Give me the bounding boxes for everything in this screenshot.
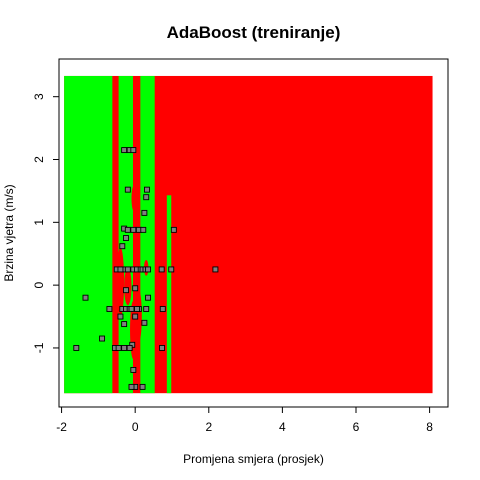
- region-blob-red: [131, 185, 136, 212]
- data-point: [115, 345, 122, 351]
- data-point: [143, 306, 150, 312]
- data-point: [130, 366, 137, 373]
- data-point: [106, 306, 113, 312]
- x-tick-label: -2: [56, 420, 67, 434]
- data-point: [128, 383, 135, 390]
- y-axis: -1 0 1 2 3: [32, 93, 60, 353]
- data-point: [168, 266, 175, 273]
- data-point: [128, 306, 135, 312]
- data-point: [144, 186, 150, 193]
- data-point: [134, 306, 140, 312]
- data-point: [123, 287, 129, 294]
- x-axis: -2 0 2 4 6 8: [56, 406, 433, 434]
- data-point: [141, 209, 148, 216]
- data-point: [159, 306, 166, 312]
- data-point: [119, 243, 126, 250]
- data-point: [121, 345, 128, 351]
- data-point: [132, 313, 139, 320]
- data-point: [126, 345, 133, 351]
- x-tick-label: 2: [205, 420, 212, 434]
- data-point: [159, 345, 165, 351]
- data-point: [139, 383, 146, 390]
- region-band-green: [166, 195, 172, 394]
- x-tick-label: 4: [279, 420, 286, 434]
- data-point: [123, 235, 129, 241]
- x-tick-label: 0: [132, 420, 139, 434]
- data-point: [124, 226, 131, 233]
- data-point: [143, 194, 150, 201]
- data-point: [130, 226, 137, 233]
- data-point: [141, 319, 148, 326]
- chart-title: AdaBoost (treniranje): [167, 23, 341, 42]
- data-point: [145, 294, 152, 301]
- data-point: [121, 147, 128, 154]
- region-blob-red: [135, 290, 142, 342]
- data-point: [117, 313, 124, 320]
- y-tick-label: 3: [32, 93, 46, 100]
- y-tick-label: -1: [32, 342, 46, 353]
- data-point: [145, 266, 152, 273]
- x-tick-label: 8: [426, 420, 433, 434]
- x-axis-title: Promjena smjera (prosjek): [183, 452, 324, 466]
- region-blob-red: [124, 267, 132, 306]
- data-point: [99, 335, 106, 342]
- y-tick-label: 1: [32, 219, 46, 226]
- y-tick-label: 0: [32, 281, 46, 288]
- y-tick-label: 2: [32, 156, 46, 163]
- data-point: [158, 266, 165, 273]
- data-point: [140, 226, 147, 233]
- y-axis-title: Brzina vjetra (m/s): [2, 184, 16, 281]
- data-point: [121, 321, 128, 328]
- data-point: [82, 294, 89, 301]
- data-point: [124, 266, 131, 273]
- data-point: [117, 266, 124, 273]
- data-point: [132, 285, 139, 292]
- region-blob-red: [116, 247, 125, 317]
- data-point: [73, 345, 80, 351]
- data-point: [212, 266, 219, 273]
- data-point: [124, 186, 131, 193]
- region-band-green: [64, 75, 113, 394]
- data-point: [130, 147, 137, 154]
- data-point: [170, 226, 177, 233]
- x-tick-label: 6: [353, 420, 360, 434]
- data-points: [73, 147, 219, 390]
- region-band-green: [140, 75, 155, 394]
